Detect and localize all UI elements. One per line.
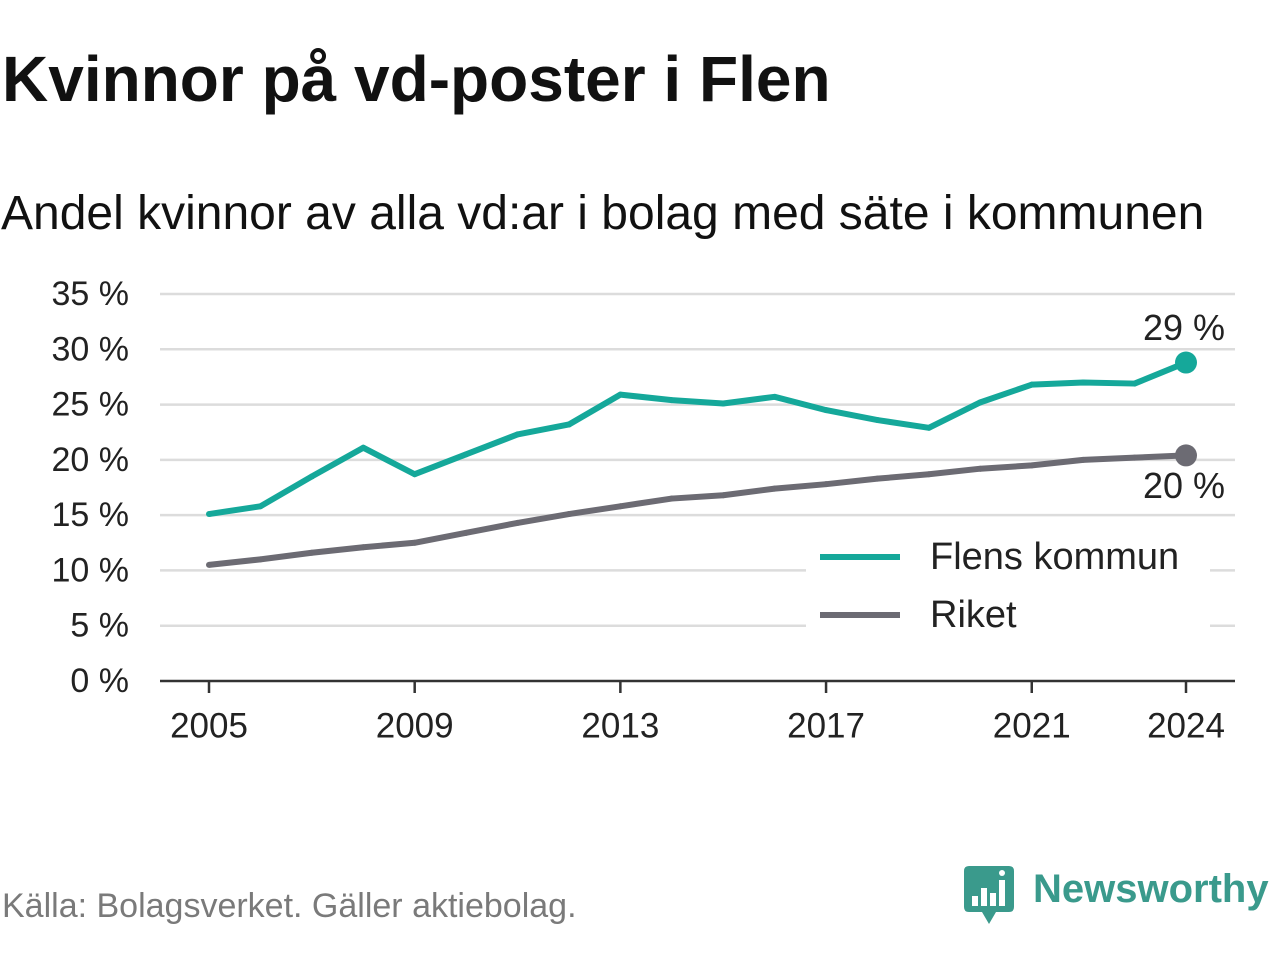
chart-title: Kvinnor på vd-poster i Flen xyxy=(2,43,831,115)
data-point-flens-kommun xyxy=(977,399,984,406)
legend-label-flens-kommun: Flens kommun xyxy=(930,536,1179,578)
series-line-flens-kommun xyxy=(208,359,1188,518)
series-lines xyxy=(206,351,1197,568)
end-point-marker-flens-kommun xyxy=(1175,351,1197,374)
data-point-riket xyxy=(668,495,675,502)
data-point-flens-kommun xyxy=(206,511,212,518)
data-point-flens-kommun xyxy=(720,400,727,407)
data-point-riket xyxy=(1028,462,1035,469)
y-tick-label: 35 % xyxy=(52,275,130,313)
legend: Flens kommun Riket xyxy=(806,530,1210,638)
data-point-riket xyxy=(257,556,264,563)
x-tick-label: 2005 xyxy=(170,707,248,746)
data-point-flens-kommun xyxy=(463,451,470,458)
data-point-riket xyxy=(1131,454,1138,461)
data-point-riket xyxy=(1080,456,1087,463)
data-point-riket xyxy=(925,471,932,478)
data-point-riket xyxy=(360,544,367,551)
data-point-riket xyxy=(411,539,418,546)
logo-bar xyxy=(981,888,987,906)
data-point-riket xyxy=(977,465,984,472)
newsworthy-logo-icon xyxy=(964,866,1014,924)
brand-logo-text: Newsworthy xyxy=(1033,867,1269,911)
y-tick-label: 25 % xyxy=(52,386,130,424)
data-point-flens-kommun xyxy=(1131,380,1138,387)
y-tick-label: 5 % xyxy=(70,607,129,645)
data-point-flens-kommun xyxy=(360,444,367,451)
end-value-labels: 29 % 20 % xyxy=(1143,307,1225,506)
x-tick-label: 2024 xyxy=(1147,707,1225,746)
end-value-label-flens-kommun: 29 % xyxy=(1143,307,1225,348)
x-tick-label: 2009 xyxy=(376,707,454,746)
series-line-riket xyxy=(208,452,1187,568)
y-axis: 0 % 5 % 10 % 15 % 20 % 25 % 30 % 35 % xyxy=(52,275,130,700)
data-point-flens-kommun xyxy=(668,397,675,404)
y-tick-label: 20 % xyxy=(52,441,130,479)
data-point-flens-kommun xyxy=(771,393,778,400)
data-point-flens-kommun xyxy=(565,421,572,428)
x-tick-label: 2021 xyxy=(993,707,1071,746)
logo-bar xyxy=(972,896,978,906)
data-point-flens-kommun xyxy=(514,431,521,438)
legend-background xyxy=(806,530,1210,638)
y-tick-label: 15 % xyxy=(52,496,130,534)
logo-bar xyxy=(990,893,996,906)
y-tick-label: 30 % xyxy=(52,330,130,368)
logo-dot xyxy=(999,870,1005,876)
data-point-riket xyxy=(617,503,624,510)
chart-subtitle: Andel kvinnor av alla vd:ar i bolag med … xyxy=(1,187,1205,240)
end-value-label-riket: 20 % xyxy=(1143,465,1225,506)
end-point-marker-riket xyxy=(1175,444,1197,467)
data-point-flens-kommun xyxy=(823,407,830,414)
x-tick-label: 2017 xyxy=(787,707,865,746)
data-point-flens-kommun xyxy=(308,473,315,480)
data-point-riket xyxy=(771,485,778,492)
logo-bar xyxy=(999,880,1005,906)
data-point-flens-kommun xyxy=(257,503,264,510)
data-point-flens-kommun xyxy=(1028,381,1035,388)
x-axis: 2005 2009 2013 2017 2021 2024 xyxy=(160,679,1235,746)
data-point-flens-kommun xyxy=(1080,379,1087,386)
x-tick-label: 2013 xyxy=(581,707,659,746)
y-tick-label: 10 % xyxy=(52,551,130,589)
source-note: Källa: Bolagsverket. Gäller aktiebolag. xyxy=(2,887,577,925)
data-point-riket xyxy=(565,511,572,518)
data-point-riket xyxy=(514,519,521,526)
data-point-riket xyxy=(874,475,881,482)
data-point-riket xyxy=(720,492,727,499)
logo-badge-shape xyxy=(964,866,1014,924)
y-tick-label: 0 % xyxy=(70,662,129,700)
legend-label-riket: Riket xyxy=(930,594,1017,636)
data-point-riket xyxy=(206,561,212,568)
data-point-riket xyxy=(308,549,315,556)
data-point-riket xyxy=(463,529,470,536)
data-point-flens-kommun xyxy=(617,391,624,398)
data-point-flens-kommun xyxy=(874,417,881,424)
data-point-flens-kommun xyxy=(411,471,418,478)
data-point-flens-kommun xyxy=(925,424,932,431)
data-point-riket xyxy=(823,481,830,488)
